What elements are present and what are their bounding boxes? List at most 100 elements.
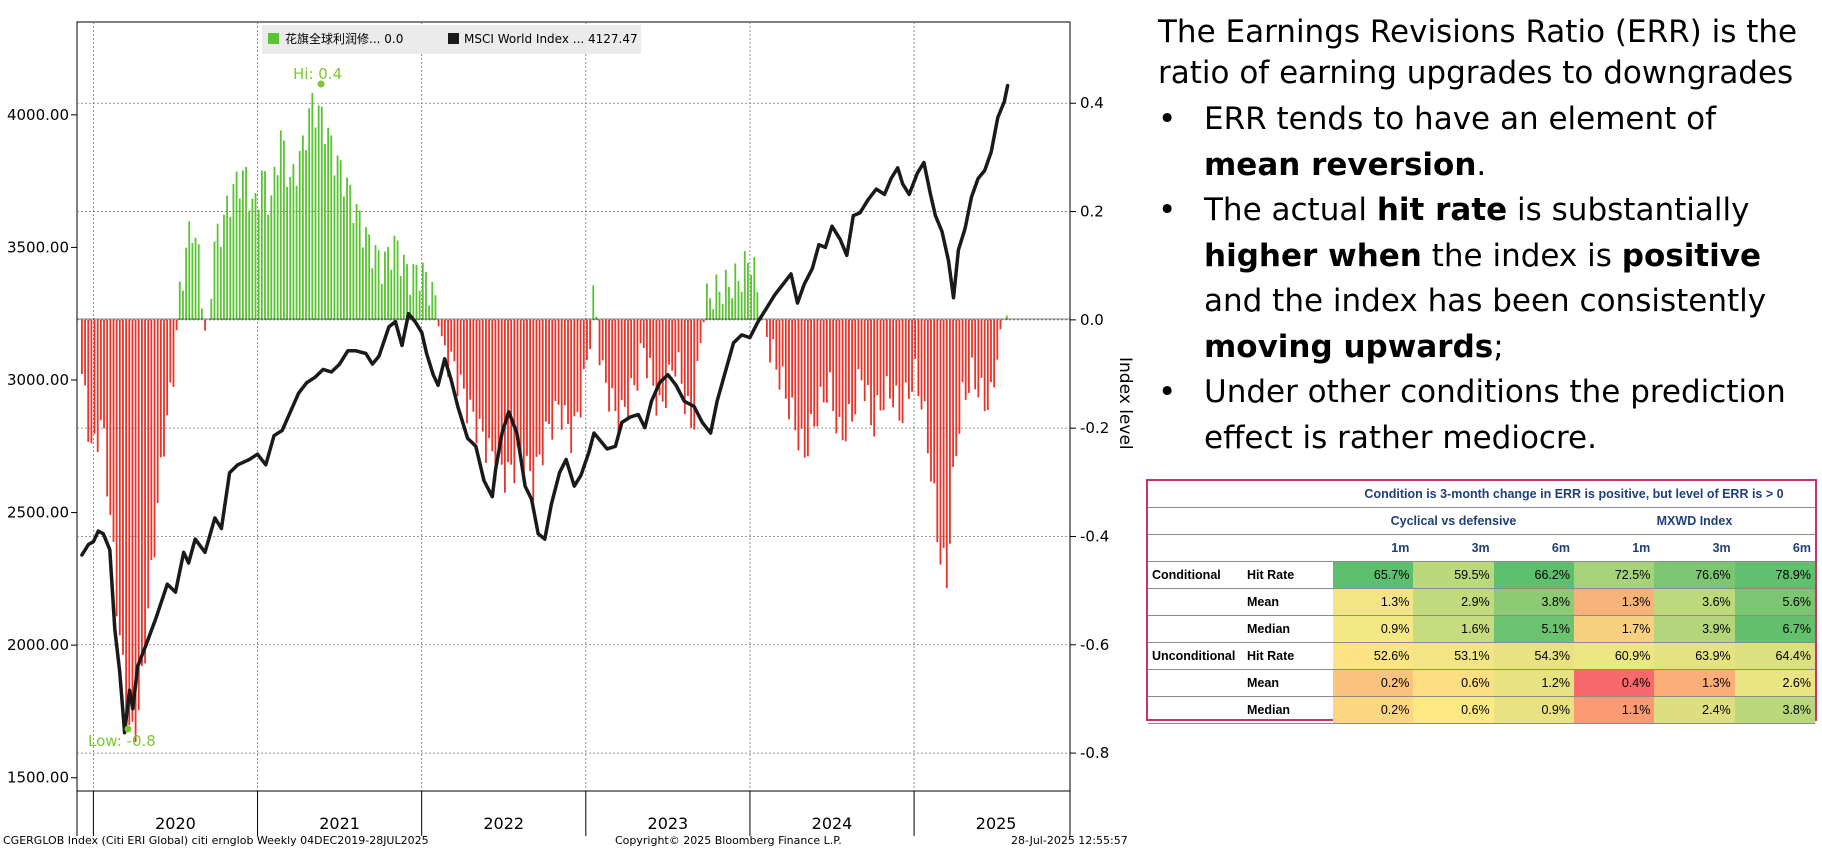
err-bar xyxy=(582,319,585,370)
err-bar xyxy=(661,319,664,402)
err-bar xyxy=(866,319,869,386)
err-bar xyxy=(879,319,882,411)
err-bar xyxy=(324,144,326,320)
table-cell: 3.8% xyxy=(1734,696,1815,724)
err-bar xyxy=(822,319,825,403)
err-bar xyxy=(917,319,920,397)
table-cell: 0.4% xyxy=(1573,669,1655,697)
left-tick-label: 3000.00 xyxy=(7,371,69,389)
right-tick-label: 0.4 xyxy=(1080,94,1104,112)
bullet2-text-i: ; xyxy=(1493,328,1504,365)
err-bar xyxy=(371,268,374,320)
err-bar xyxy=(775,319,778,370)
err-bar xyxy=(333,175,336,320)
err-bar xyxy=(829,319,831,373)
row-group-label: Unconditional xyxy=(1148,642,1243,670)
err-bar xyxy=(668,319,670,365)
err-bar xyxy=(481,319,484,432)
err-bar xyxy=(462,319,465,389)
err-bar xyxy=(942,319,945,548)
err-bar xyxy=(967,319,970,393)
err-bar xyxy=(914,319,917,359)
row-metric-label: Hit Rate xyxy=(1243,642,1333,670)
err-bar xyxy=(314,127,317,320)
table-row: Mean 1.3% 2.9% 3.8% 1.3% 3.6% 5.6% xyxy=(1148,588,1815,616)
right-tick-label: -0.2 xyxy=(1080,419,1109,437)
err-bar xyxy=(503,319,506,493)
err-bar xyxy=(529,319,532,472)
bullet-list: • ERR tends to have an element of mean re… xyxy=(1158,97,1813,461)
err-bar xyxy=(677,319,680,353)
err-bar xyxy=(983,319,986,412)
err-bar xyxy=(724,269,727,320)
err-bar xyxy=(639,319,642,344)
err-bar xyxy=(99,319,102,421)
table-cell: 63.9% xyxy=(1654,642,1735,670)
period-header: 6m xyxy=(1734,534,1815,562)
err-bar xyxy=(140,319,143,667)
err-bar xyxy=(712,309,715,320)
err-bar xyxy=(936,319,939,543)
err-bar xyxy=(122,319,124,655)
err-bar xyxy=(232,184,235,320)
table-row: Conditional Hit Rate 65.7% 59.5% 66.2% 72.5% 7… xyxy=(1148,561,1815,589)
err-bar xyxy=(930,319,932,482)
table-cell: 0.2% xyxy=(1333,669,1414,697)
err-bar xyxy=(279,130,282,320)
right-tick-label: -0.8 xyxy=(1080,744,1109,762)
table-cell: 78.9% xyxy=(1734,561,1815,589)
low-annotation: Low: -0.8 xyxy=(88,732,156,750)
err-bar xyxy=(870,319,872,426)
err-bar xyxy=(939,319,942,565)
err-bar xyxy=(832,319,835,412)
err-bar xyxy=(740,291,743,320)
err-bar xyxy=(904,319,907,383)
err-bar xyxy=(409,294,412,320)
table-cell: 1.3% xyxy=(1573,588,1655,616)
err-bar xyxy=(535,319,538,457)
period-header: 3m xyxy=(1654,534,1735,562)
err-bar xyxy=(406,264,408,320)
err-bar xyxy=(532,319,535,501)
table-cell: 6.7% xyxy=(1734,615,1815,643)
err-bar xyxy=(349,184,352,320)
err-bar xyxy=(384,251,386,320)
bullet-other-conditions: • Under other conditions the prediction e… xyxy=(1158,370,1813,461)
err-bar xyxy=(365,227,367,320)
err-bar xyxy=(642,319,645,348)
table-cell: 59.5% xyxy=(1413,561,1494,589)
err-bar xyxy=(425,271,427,320)
err-bar xyxy=(699,319,702,344)
intro-text: The Earnings Revisions Ratio (ERR) is th… xyxy=(1158,14,1798,91)
err-bar xyxy=(649,319,651,358)
err-bar xyxy=(576,319,579,413)
err-bar xyxy=(485,319,487,463)
err-bar xyxy=(961,319,964,383)
blank-cell xyxy=(1148,507,1243,535)
table-title: Condition is 3-month change in ERR is po… xyxy=(1333,481,1815,508)
err-bar xyxy=(421,262,424,320)
err-bar xyxy=(825,319,828,403)
bullet3-text: Under other conditions the prediction ef… xyxy=(1204,374,1786,456)
err-bar xyxy=(526,319,528,456)
bullet2-text-a: The actual xyxy=(1204,192,1377,228)
err-bar xyxy=(245,166,247,320)
err-bar xyxy=(889,319,891,399)
axes: 0.4 0.2 0.0 -0.2 -0.4 -0.6 -0.8 4000.00 3500.00 3… xyxy=(7,94,1109,836)
period-header: 1m xyxy=(1573,534,1655,562)
err-bar xyxy=(623,319,626,407)
err-bar xyxy=(538,319,541,455)
err-bar xyxy=(336,155,339,320)
bullet-dot: • xyxy=(1158,192,1177,228)
err-bar xyxy=(683,319,686,415)
err-bar xyxy=(352,222,355,320)
err-bar xyxy=(563,319,566,406)
err-bar xyxy=(81,319,83,375)
right-axis-label: Index level xyxy=(1115,357,1135,450)
err-bar xyxy=(188,221,191,320)
err-bar xyxy=(851,319,853,422)
err-bar xyxy=(308,108,311,320)
table-cell: 0.9% xyxy=(1333,615,1414,643)
legend-msci-swatch xyxy=(448,33,459,44)
table-title-row: Condition is 3-month change in ERR is po… xyxy=(1148,481,1815,508)
